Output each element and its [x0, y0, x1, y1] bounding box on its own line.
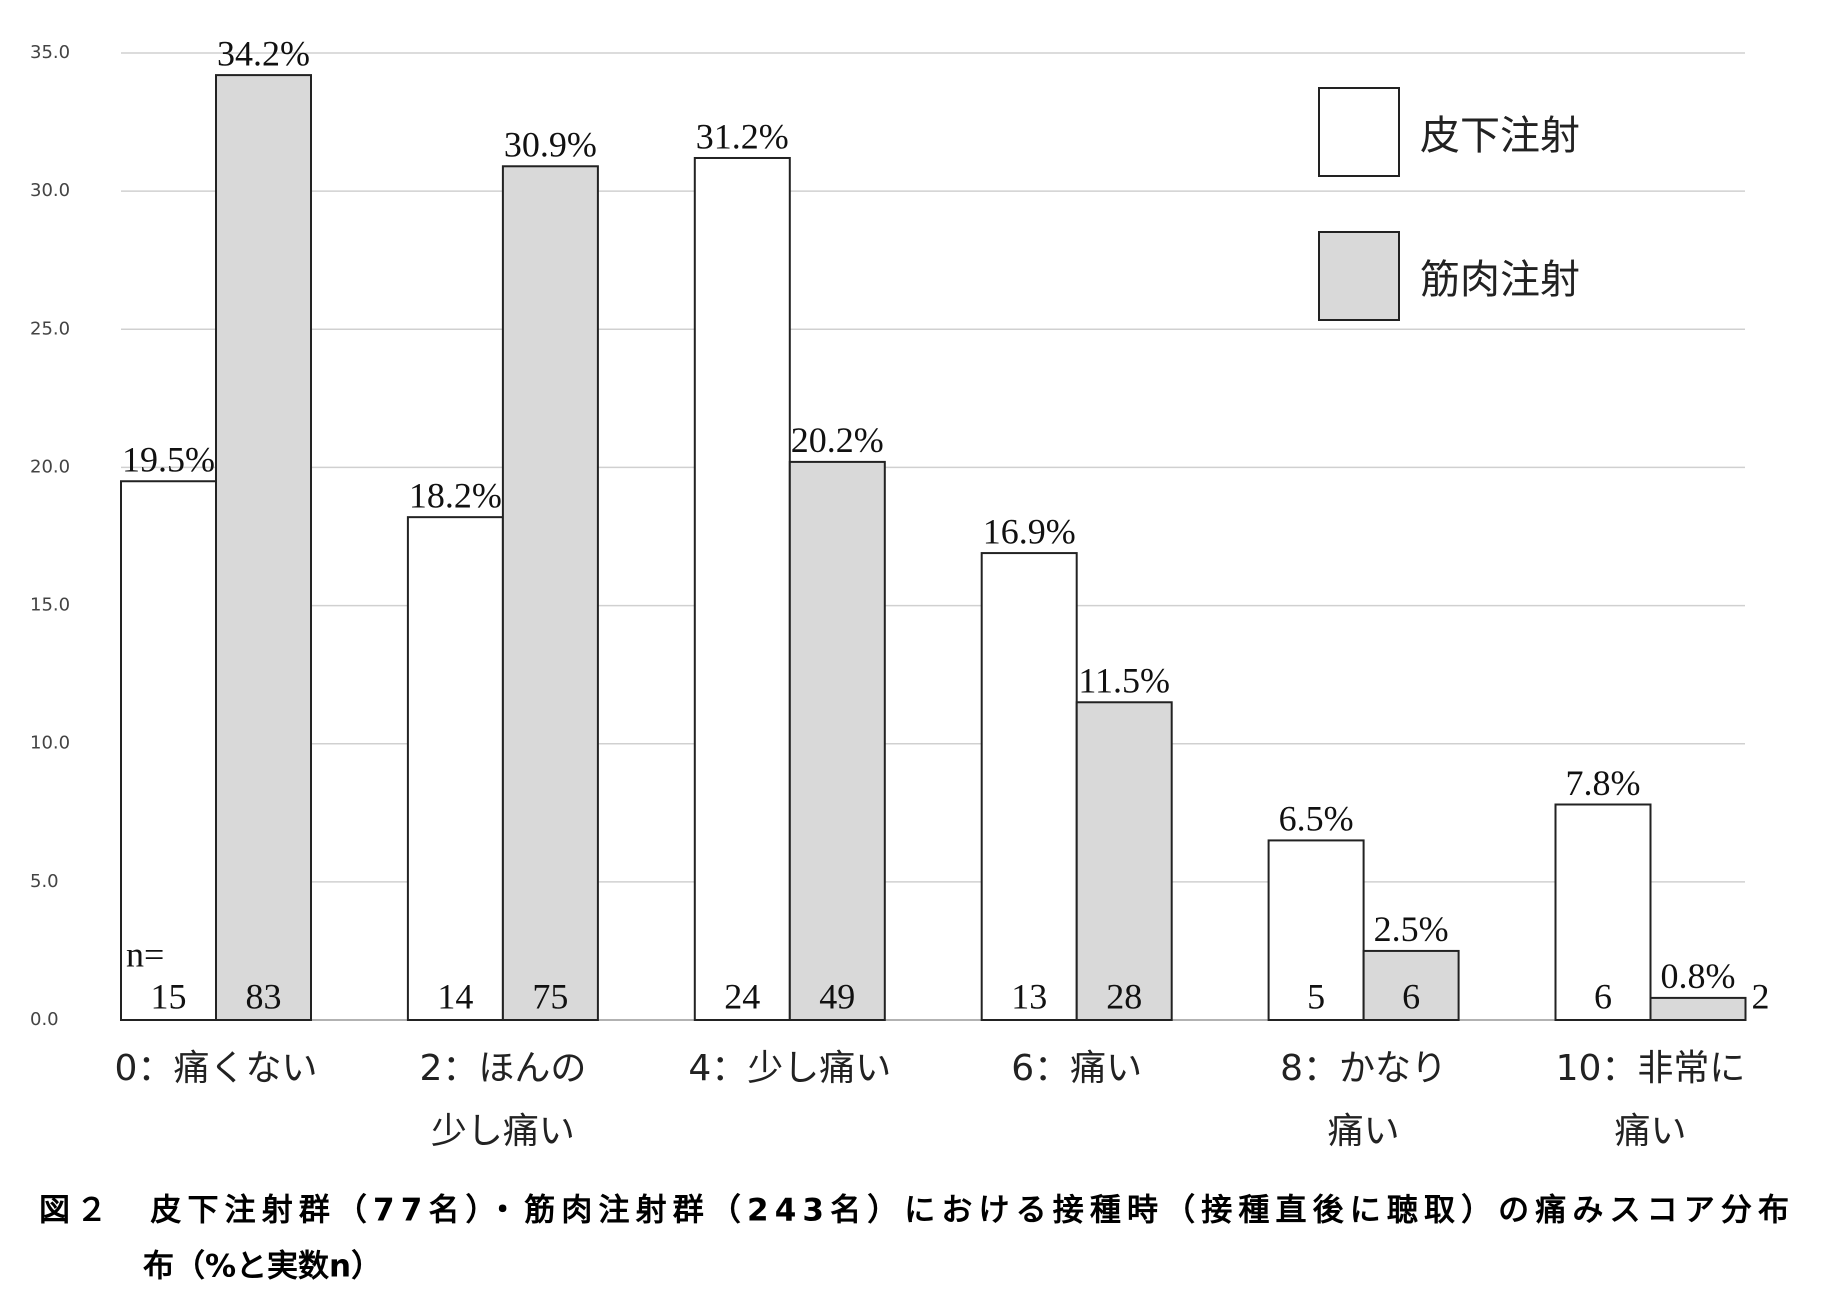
x-tick-label: 2：ほんの — [419, 1048, 586, 1089]
x-tick-label: 0：痛くない — [115, 1048, 318, 1089]
y-tick-label: 15.0 — [30, 595, 70, 616]
bar — [1362, 949, 1460, 1022]
caption: 布（%と実数n） — [143, 1249, 382, 1285]
bar — [693, 156, 791, 1021]
count-label: 6 — [1594, 976, 1612, 1016]
count-label: 2 — [1752, 976, 1770, 1016]
legend-swatch — [1318, 87, 1400, 177]
count-label: 15 — [151, 976, 187, 1016]
count-prefix: n= — [126, 934, 164, 974]
data-label: 20.2% — [791, 420, 884, 460]
bar — [1075, 701, 1173, 1021]
data-label: 31.2% — [696, 116, 789, 156]
bar — [215, 74, 312, 1022]
count-label: 6 — [1402, 976, 1420, 1016]
x-tick-label: 8：かなり — [1280, 1048, 1447, 1089]
legend-swatch — [1318, 231, 1400, 321]
y-tick-label: 10.0 — [30, 733, 70, 754]
x-tick-label: 少し痛い — [431, 1111, 575, 1152]
count-label: 24 — [724, 976, 760, 1016]
y-tick-label: 25.0 — [30, 318, 70, 339]
bar — [501, 165, 599, 1021]
count-label: 5 — [1307, 976, 1325, 1016]
caption: 図２ 皮下注射群（77名）・筋肉注射群（243名）における接種時（接種直後に聴取… — [39, 1193, 1789, 1229]
data-label: 2.5% — [1374, 909, 1449, 949]
bar — [406, 516, 504, 1021]
data-label: 0.8% — [1661, 956, 1736, 996]
count-label: 28 — [1106, 976, 1142, 1016]
data-label: 6.5% — [1279, 799, 1354, 839]
count-label: 14 — [437, 976, 473, 1016]
x-tick-label: 痛い — [1614, 1111, 1686, 1152]
data-label: 16.9% — [983, 511, 1076, 551]
y-tick-label: 5.0 — [30, 871, 59, 892]
count-label: 75 — [532, 976, 568, 1016]
bar — [980, 552, 1078, 1021]
bar — [788, 460, 886, 1022]
data-label: 19.5% — [122, 440, 215, 480]
y-tick-label: 0.0 — [30, 1009, 59, 1030]
x-tick-label: 10：非常に — [1556, 1048, 1746, 1089]
data-label: 30.9% — [504, 125, 597, 165]
data-label: 34.2% — [217, 33, 310, 73]
data-label: 18.2% — [409, 475, 502, 515]
y-tick-label: 20.0 — [30, 456, 70, 477]
legend-label: 皮下注射 — [1420, 113, 1580, 159]
data-label: 11.5% — [1078, 661, 1170, 701]
y-tick-label: 30.0 — [30, 180, 70, 201]
bar — [120, 480, 217, 1021]
count-label: 13 — [1011, 976, 1047, 1016]
bar — [1554, 803, 1652, 1021]
bar — [1649, 996, 1747, 1022]
count-label: 49 — [819, 976, 855, 1016]
x-tick-label: 6：痛い — [1011, 1048, 1142, 1089]
legend-label: 筋肉注射 — [1420, 257, 1580, 303]
bar — [1267, 839, 1365, 1022]
data-label: 7.8% — [1566, 763, 1641, 803]
x-tick-label: 痛い — [1328, 1111, 1400, 1152]
y-tick-label: 35.0 — [30, 42, 70, 63]
x-tick-label: 4：少し痛い — [688, 1048, 891, 1089]
count-label: 83 — [246, 976, 282, 1016]
